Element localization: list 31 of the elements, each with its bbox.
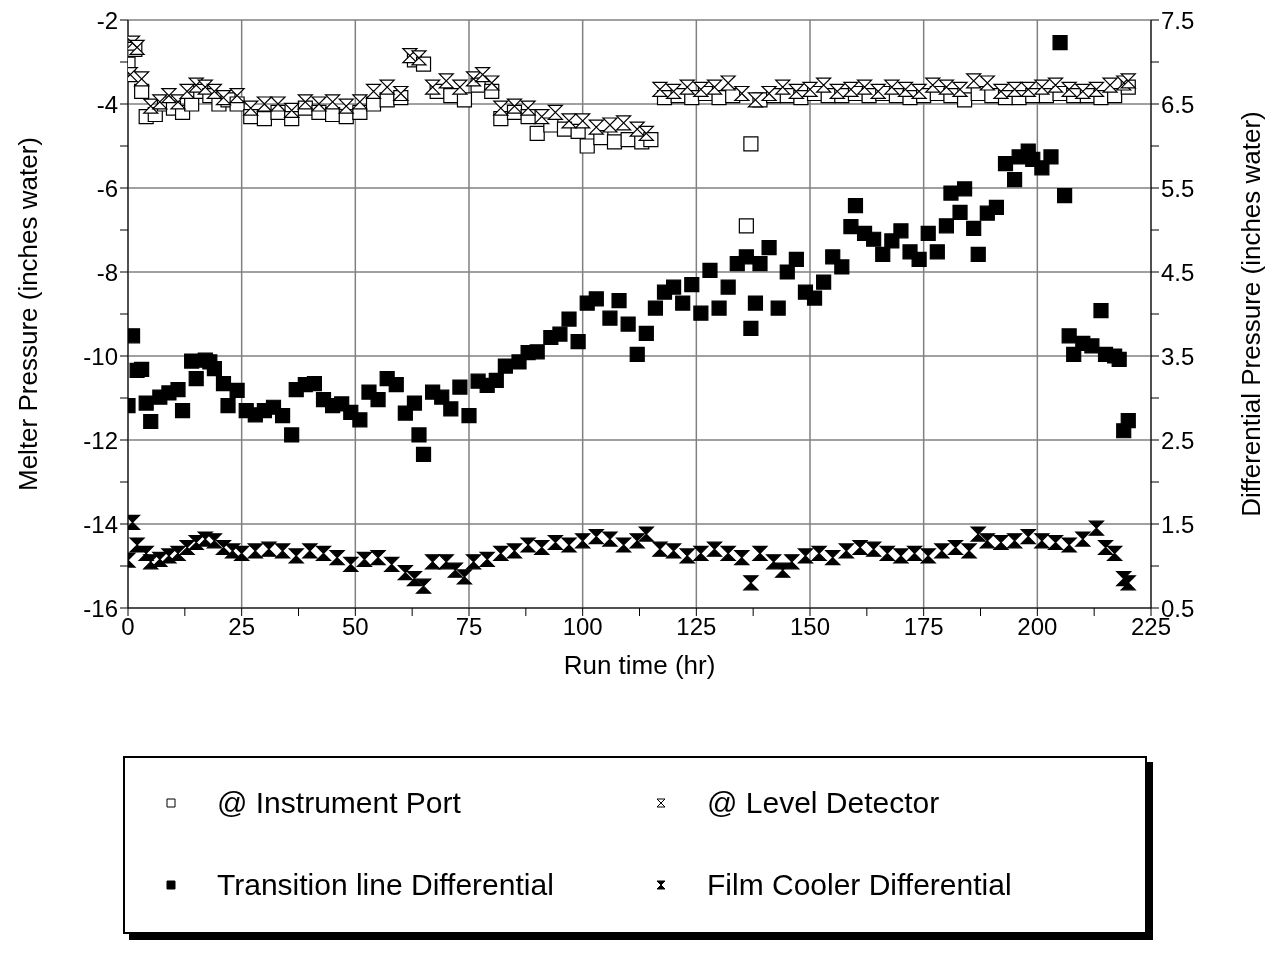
y2-tick-label: 7.5 [1161, 6, 1195, 34]
y2-tick-label: 4.5 [1161, 258, 1195, 286]
legend-label: Transition line Differential [217, 868, 554, 902]
x-tick-label: 0 [121, 613, 135, 641]
x-tick-label: 50 [341, 613, 369, 641]
x-tick-label: 200 [1017, 613, 1058, 641]
y-tick-label: -6 [96, 174, 118, 202]
y-tick-label: -14 [83, 510, 118, 538]
x-tick-label: 125 [676, 613, 717, 641]
x-axis-title: Run time (hr) [563, 650, 716, 680]
y-tick-label: -10 [83, 342, 118, 370]
y2-tick-label: 6.5 [1161, 90, 1195, 118]
y-tick-label: -8 [96, 258, 118, 286]
y2-axis-title: Differential Pressure (inches water) [1236, 111, 1267, 517]
legend-label: @ Instrument Port [217, 786, 461, 820]
y-tick-label: -12 [83, 426, 118, 454]
y-axis-title: Melter Pressure (inches water) [13, 137, 44, 491]
legend-label: Film Cooler Differential [707, 868, 1012, 902]
x-tick-label: 175 [903, 613, 944, 641]
y2-tick-label: 2.5 [1161, 426, 1195, 454]
x-tick-label: 75 [455, 613, 483, 641]
legend-label: @ Level Detector [707, 786, 940, 820]
y2-tick-label: 5.5 [1161, 174, 1195, 202]
x-tick-label: 150 [789, 613, 831, 641]
y-tick-label: -4 [96, 90, 118, 118]
y-tick-label: -16 [83, 594, 118, 622]
x-tick-label: 25 [228, 613, 256, 641]
y2-tick-label: 1.5 [1161, 510, 1195, 538]
x-tick-label: 100 [562, 613, 603, 641]
y2-tick-label: 3.5 [1161, 342, 1195, 370]
y-tick-label: -2 [96, 6, 118, 34]
